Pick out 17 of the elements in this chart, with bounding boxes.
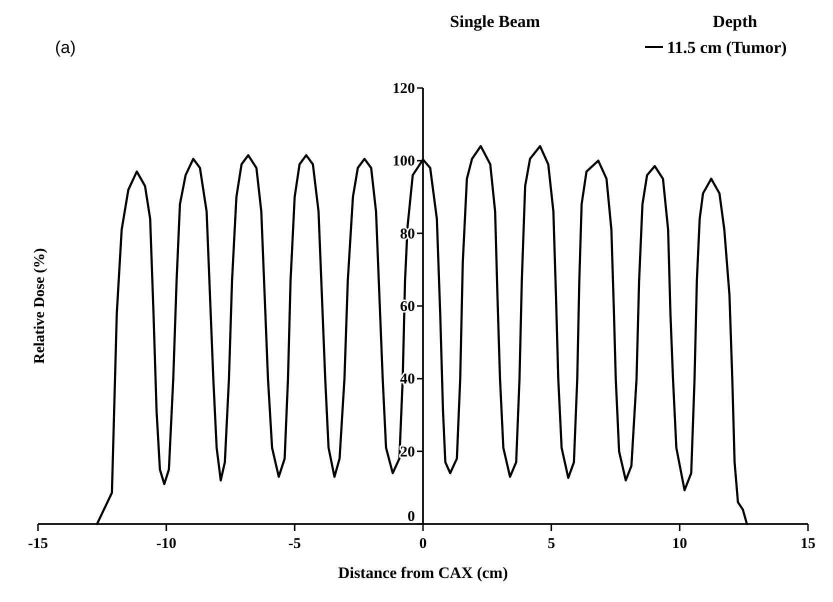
x-axis-title: Distance from CAX (cm) xyxy=(338,565,508,582)
legend-title: Depth xyxy=(712,12,758,31)
y-tick-label: 20 xyxy=(400,444,415,460)
x-tick-label: -15 xyxy=(28,536,48,552)
y-tick-label: 100 xyxy=(392,154,415,170)
x-tick-label: 5 xyxy=(548,536,556,552)
x-tick-label: 15 xyxy=(800,536,816,552)
y-tick-label: 120 xyxy=(392,81,415,97)
text: (a) xyxy=(55,38,76,57)
x-tick-label: -5 xyxy=(288,536,301,552)
chart-title: Single Beam xyxy=(450,12,540,31)
x-tick-label: -10 xyxy=(156,536,176,552)
y-axis-title: Relative Dose (%) xyxy=(32,248,48,364)
x-tick-label: 0 xyxy=(419,536,427,552)
x-tick-label: 10 xyxy=(672,536,688,552)
y-tick-label: 0 xyxy=(408,509,415,525)
legend-label: 11.5 cm (Tumor) xyxy=(667,38,787,57)
